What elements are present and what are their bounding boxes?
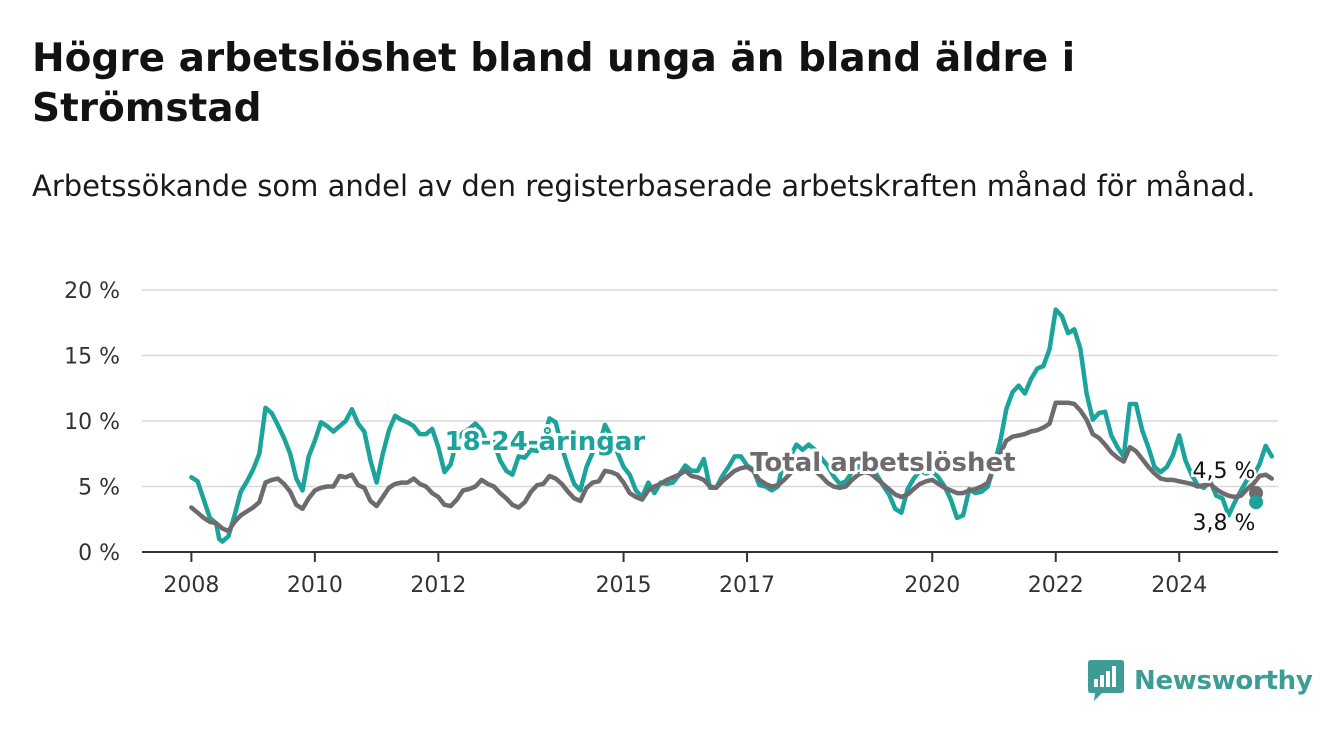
y-tick-label: 15 % <box>64 345 120 370</box>
y-tick-label: 20 % <box>64 279 120 304</box>
x-tick-label: 2024 <box>1151 573 1207 598</box>
y-tick-label: 0 % <box>78 541 120 566</box>
newsworthy-logo-icon <box>1088 660 1124 701</box>
end-dot-youth <box>1249 495 1264 510</box>
x-tick-label: 2020 <box>904 573 960 598</box>
end-label-total: 4,5 % <box>1193 459 1256 484</box>
x-tick-label: 2012 <box>410 573 466 598</box>
y-tick-label: 10 % <box>64 410 120 435</box>
series-line-youth <box>189 307 1275 544</box>
chart-subtitle: Arbetssökande som andel av den registerb… <box>32 169 1256 203</box>
x-tick-label: 2015 <box>596 573 652 598</box>
series-line-total <box>189 400 1275 534</box>
x-tick-label: 2010 <box>287 573 343 598</box>
end-label-youth: 3,8 % <box>1193 511 1256 536</box>
series-label-youth: 18-24-åringar <box>445 425 646 457</box>
brand-logo: Newsworthy <box>1088 660 1313 702</box>
x-tick-label: 2022 <box>1028 573 1084 598</box>
y-tick-label: 5 % <box>78 476 120 501</box>
series-label-total: Total arbetslöshet <box>750 448 1015 478</box>
x-tick-label: 2008 <box>163 573 219 598</box>
chart-title: Högre arbetslöshet bland unga än bland ä… <box>32 36 1076 131</box>
x-tick-label: 2017 <box>719 573 775 598</box>
brand-name: Newsworthy <box>1134 666 1313 696</box>
